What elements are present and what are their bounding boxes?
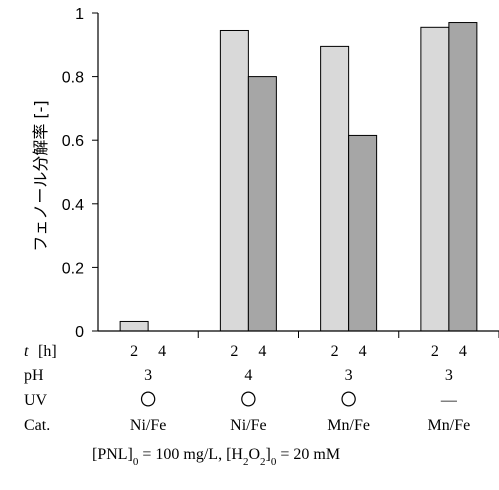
bar-s1-g2 <box>219 29 249 332</box>
cat-value-g2: Ni/Fe <box>230 417 266 434</box>
t-value-4h-g2: 4 <box>258 343 266 360</box>
ph-value-g4: 3 <box>445 367 453 384</box>
t-value-4h-g3: 4 <box>359 343 367 360</box>
uv-row-label: UV <box>24 392 48 409</box>
t-value-4h-g4: 4 <box>459 343 467 360</box>
condition-table: t [h] 2 4 2 4 2 4 2 4pH 3 4 3 3UV 〇〇〇 —Cat. Ni/Fe Ni/Fe Mn… <box>24 343 470 434</box>
y-axis-label: フェノール分解率 [-] <box>31 100 50 251</box>
y-tick-label-4: 0.8 <box>62 70 84 87</box>
axes-group <box>97 13 499 338</box>
footnote: [PNL]0 = 100 mg/L, [H2O2]0 = 20 mM <box>92 446 340 468</box>
footnote-pnl-sub: 0 <box>133 456 139 468</box>
bar-s1-g1 <box>119 320 149 332</box>
y-tick-label-5: 1 <box>75 6 84 23</box>
footnote-h2o2-value: = 20 mM <box>276 446 340 463</box>
footnote-h2o2-close: ] <box>266 446 271 463</box>
ph-value-g2: 4 <box>244 367 252 384</box>
y-ticks-group: 0 0.2 0.4 0.6 0.8 1 <box>62 6 98 341</box>
uv-value-g3: 〇 <box>341 391 357 409</box>
uv-value-g2: 〇 <box>240 391 256 409</box>
cat-value-g3: Mn/Fe <box>327 417 370 434</box>
bar-s2-g4 <box>448 22 478 332</box>
y-tick-label-2: 0.4 <box>62 197 84 214</box>
footnote-h2o2-sub2: 2 <box>260 456 266 468</box>
t-value-2h-g1: 2 <box>130 343 138 360</box>
footnote-h2o2-sub0: 0 <box>271 456 277 468</box>
footnote-h2o2-open: [H <box>226 446 243 463</box>
bar-s1-g3 <box>320 45 350 332</box>
bar-s2-g2 <box>247 76 277 332</box>
footnote-text: [PNL]0 = 100 mg/L, [H2O2]0 = 20 mM <box>92 446 340 468</box>
cat-value-g1: Ni/Fe <box>130 417 166 434</box>
footnote-pnl: [PNL] <box>92 446 133 463</box>
t-value-4h-g1: 4 <box>158 343 166 360</box>
footnote-pnl-value: = 100 mg/L, <box>138 446 222 463</box>
cat-row-label: Cat. <box>24 417 50 434</box>
y-tick-label-1: 0.2 <box>62 260 84 277</box>
ph-value-g3: 3 <box>345 367 353 384</box>
t-row-label: t <box>24 343 29 360</box>
y-tick-label-3: 0.6 <box>62 133 84 150</box>
bar-s1-g4 <box>420 26 450 332</box>
ph-row-label: pH <box>24 367 44 384</box>
bars-group <box>119 22 478 332</box>
ph-value-g1: 3 <box>144 367 152 384</box>
t-value-2h-g4: 2 <box>431 343 439 360</box>
bar-s2-g3 <box>348 134 378 332</box>
uv-value-g4: — <box>440 392 458 409</box>
uv-value-g1: 〇 <box>140 391 156 409</box>
cat-value-g4: Mn/Fe <box>428 417 471 434</box>
footnote-h2o2-sub1: 2 <box>243 456 249 468</box>
t-value-2h-g2: 2 <box>230 343 238 360</box>
t-value-2h-g3: 2 <box>331 343 339 360</box>
y-tick-label-0: 0 <box>75 324 84 341</box>
t-row-unit: [h] <box>38 343 57 360</box>
footnote-h2o2-mid: O <box>248 446 260 463</box>
